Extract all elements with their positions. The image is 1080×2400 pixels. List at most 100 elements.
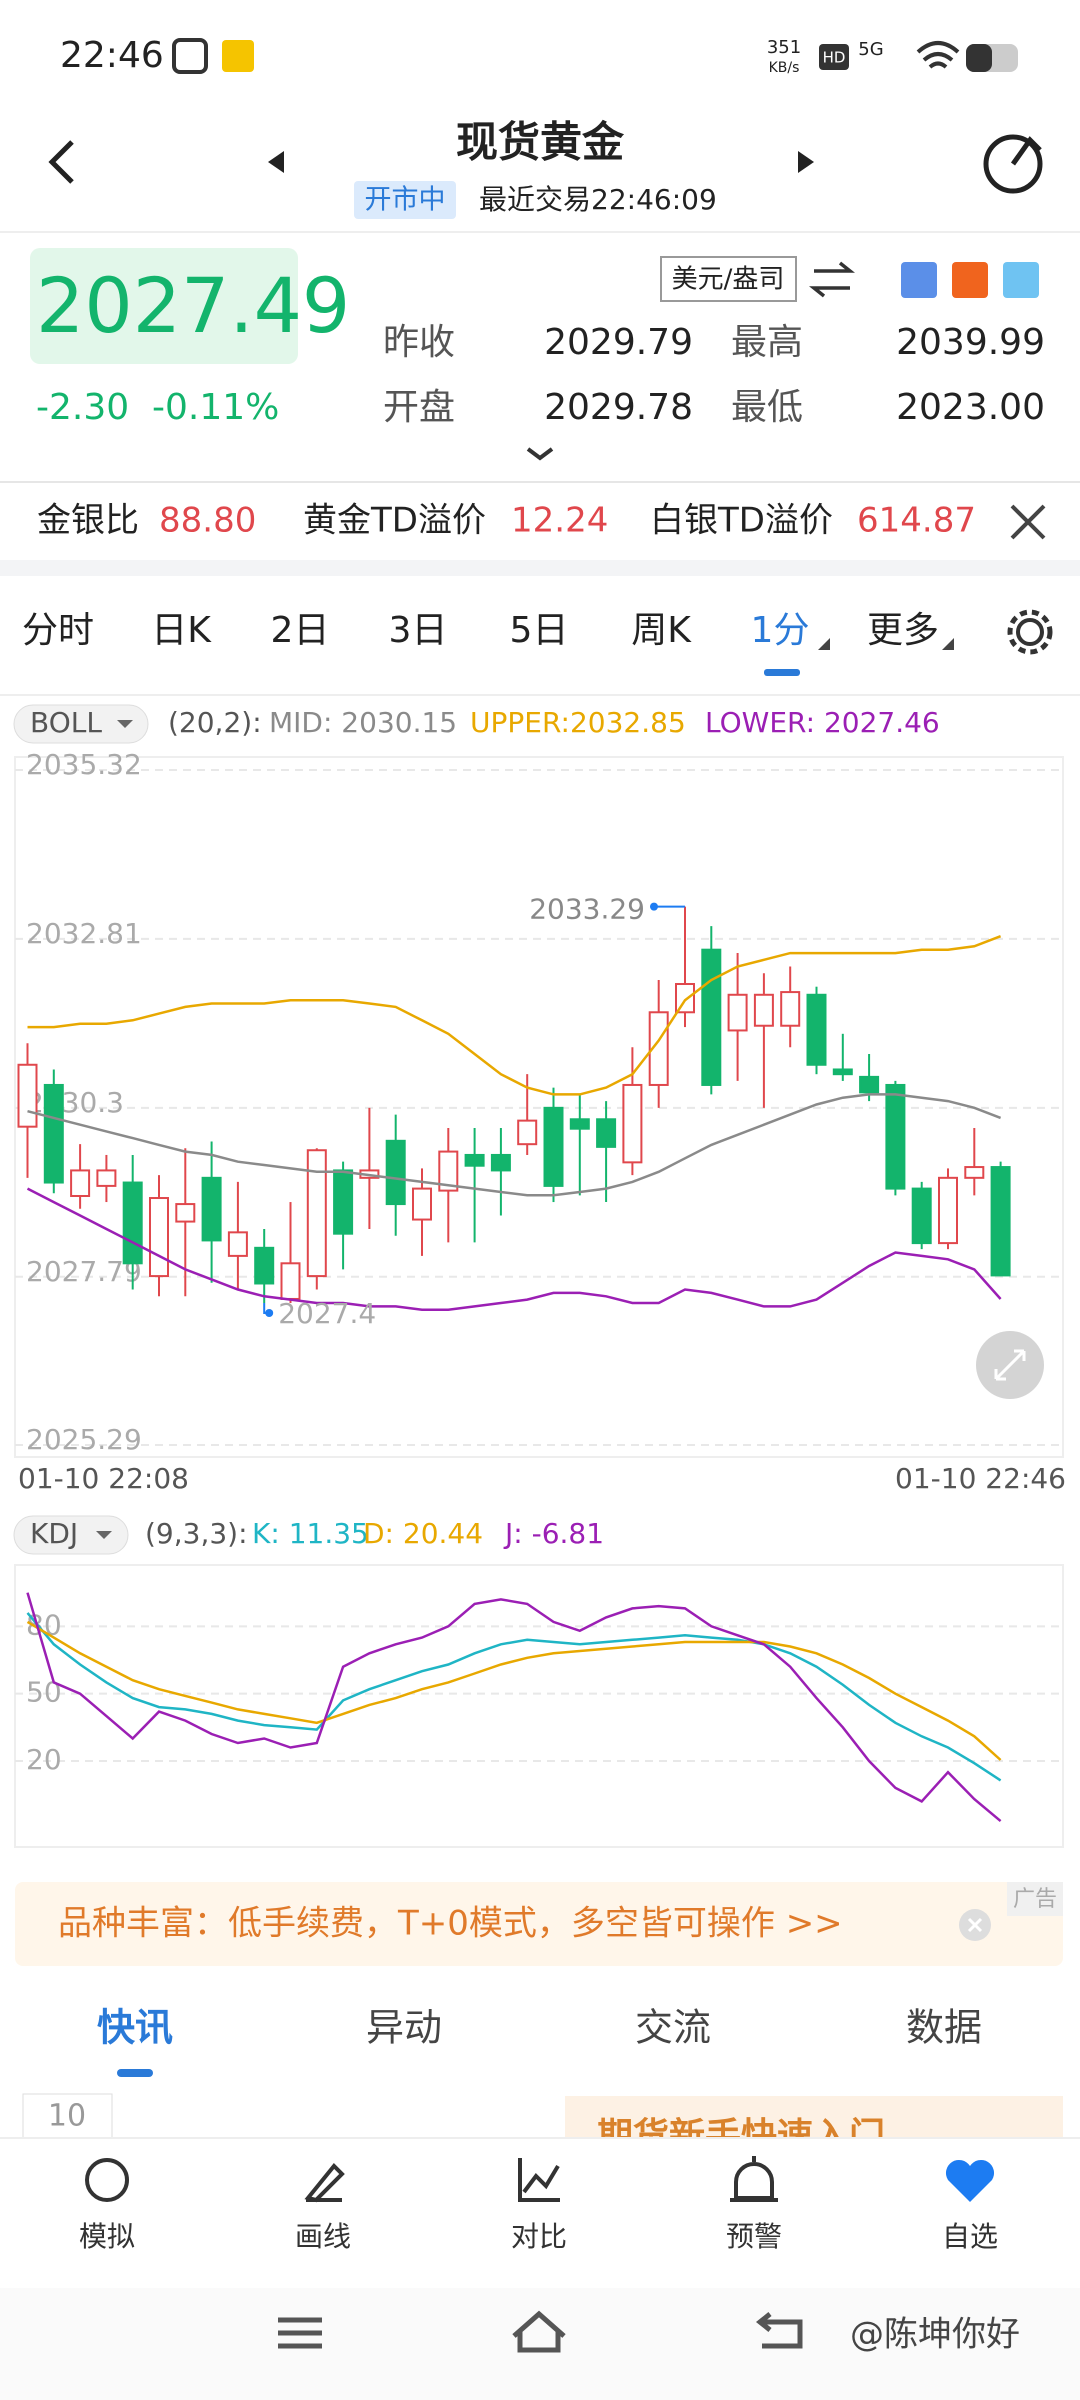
candle-body xyxy=(753,993,774,1027)
news-tab[interactable]: 快讯 xyxy=(97,2006,173,2050)
x-tick-label: 01-10 22:46 xyxy=(895,1462,1066,1495)
indicator-line xyxy=(26,1612,1002,1782)
unit-button[interactable] xyxy=(660,256,797,302)
candle-body xyxy=(569,1118,590,1130)
indicator-line xyxy=(27,1093,1002,1197)
toolbar-label[interactable]: 画线 xyxy=(295,2220,351,2253)
toolbar-label[interactable]: 模拟 xyxy=(79,2220,135,2253)
candle-body xyxy=(17,1063,38,1128)
candle-body xyxy=(859,1075,880,1094)
nav-menu[interactable] xyxy=(278,2317,322,2349)
swap-icon[interactable] xyxy=(809,261,855,298)
candle-body xyxy=(227,1231,248,1257)
indicator-selector[interactable] xyxy=(13,704,149,744)
candle-body xyxy=(70,1169,91,1197)
fullscreen-icon xyxy=(994,1349,1026,1381)
timeframe-tab[interactable]: 更多 xyxy=(867,610,939,651)
indicator-selector[interactable] xyxy=(13,1515,129,1555)
timeframe-tab[interactable]: 3日 xyxy=(389,610,448,651)
candle-body xyxy=(122,1181,143,1265)
timeframe-tab[interactable]: 5日 xyxy=(510,610,569,651)
toolbar-label[interactable]: 对比 xyxy=(511,2220,567,2253)
candle-body xyxy=(464,1153,485,1167)
ratio-label: 黄金TD溢价 xyxy=(303,501,486,541)
settings-button[interactable] xyxy=(1016,618,1044,646)
ad-tag-box xyxy=(1007,1882,1063,1916)
ratio-label: 金银比 xyxy=(37,501,139,541)
candle-body xyxy=(306,1149,327,1278)
timeframe-tab[interactable]: 1分 xyxy=(751,610,810,651)
status-speed-unit: KB/s xyxy=(769,60,800,76)
status-network: 5G xyxy=(858,39,883,60)
tool-icon[interactable] xyxy=(1003,262,1039,298)
ratio-value: 88.80 xyxy=(159,501,256,541)
ad-close-icon xyxy=(967,1917,983,1933)
price-change-pct: -0.11% xyxy=(152,387,279,428)
field-label: 昨收 xyxy=(383,322,455,363)
tab-dropdown xyxy=(818,638,830,650)
indicator-line xyxy=(26,1620,1002,1761)
ad-tag: 广告 xyxy=(1013,1887,1057,1912)
nav-back[interactable] xyxy=(755,2312,803,2349)
ratio-value: 12.24 xyxy=(511,501,608,541)
candle-body xyxy=(201,1176,222,1242)
y-tick-label: 2035.32 xyxy=(26,748,142,781)
last-trade: 最近交易22:46:09 xyxy=(479,183,717,216)
legend-entry: UPPER:2032.85 xyxy=(470,706,686,739)
nav-home[interactable] xyxy=(512,2310,566,2353)
candle-body xyxy=(438,1150,459,1192)
candle-body xyxy=(543,1106,564,1187)
candle-body xyxy=(175,1203,196,1223)
price-box xyxy=(30,248,298,364)
indicator-params: (20,2): xyxy=(168,706,262,739)
ratio-label: 白银TD溢价 xyxy=(650,501,833,541)
back-button[interactable] xyxy=(48,140,74,184)
plots: 2035.32 2032.81 2030.3 2027.79 2025.29 2033.2… xyxy=(15,748,1063,1823)
ratio-value: 614.87 xyxy=(857,501,976,541)
indicator-line xyxy=(26,1592,1002,1823)
candle-body xyxy=(96,1169,117,1187)
legend-entry: LOWER: 2027.46 xyxy=(705,706,940,739)
candle-body xyxy=(832,1068,853,1076)
dropdown-arrow xyxy=(117,720,133,728)
tool-icon[interactable] xyxy=(952,262,988,298)
y-tick-label: 20 xyxy=(26,1743,62,1776)
field-label: 最低 xyxy=(731,387,803,428)
timeframe-tab[interactable]: 分时 xyxy=(22,610,94,651)
legend-entry: MID: 2030.15 xyxy=(269,706,457,739)
news-tab-indicator xyxy=(117,2069,153,2077)
news-tab[interactable]: 交流 xyxy=(635,2006,711,2050)
candle-body xyxy=(911,1187,932,1245)
timeframe-tab[interactable]: 周K xyxy=(631,610,692,651)
toolbar-label[interactable]: 预警 xyxy=(726,2220,782,2253)
gap xyxy=(0,560,1080,576)
timeframe-tab[interactable]: 2日 xyxy=(271,610,330,651)
legend-entry: K: 11.35 xyxy=(252,1517,369,1550)
ad-banner[interactable] xyxy=(15,1882,1063,1966)
tool-icon[interactable] xyxy=(901,262,937,298)
prev-button[interactable] xyxy=(268,151,284,173)
close-button[interactable] xyxy=(1010,504,1046,540)
candle-body xyxy=(43,1083,64,1184)
toolbar-label[interactable]: 自选 xyxy=(942,2220,998,2253)
timeframe-tab[interactable]: 日K xyxy=(151,610,212,651)
y-tick-label: 2030.3 xyxy=(26,1086,124,1119)
candle-body xyxy=(806,993,827,1066)
news-tab[interactable]: 数据 xyxy=(906,2006,982,2050)
nav-bar xyxy=(0,2288,1080,2400)
status-icon xyxy=(172,38,208,74)
expand-chevron[interactable] xyxy=(526,447,554,461)
toolbar-icon xyxy=(518,2158,560,2202)
toolbar-icon xyxy=(85,2158,129,2202)
refresh-button[interactable] xyxy=(983,134,1043,194)
candle-body xyxy=(885,1083,906,1190)
toolbar xyxy=(0,2138,1080,2288)
max-marker xyxy=(650,902,658,911)
next-button[interactable] xyxy=(798,151,814,173)
field-value: 2039.99 xyxy=(896,322,1045,363)
chart-frame xyxy=(14,1564,1064,1848)
news-tab[interactable]: 异动 xyxy=(366,2006,442,2050)
news-index: 10 xyxy=(48,2099,86,2134)
candle-body xyxy=(596,1118,617,1148)
